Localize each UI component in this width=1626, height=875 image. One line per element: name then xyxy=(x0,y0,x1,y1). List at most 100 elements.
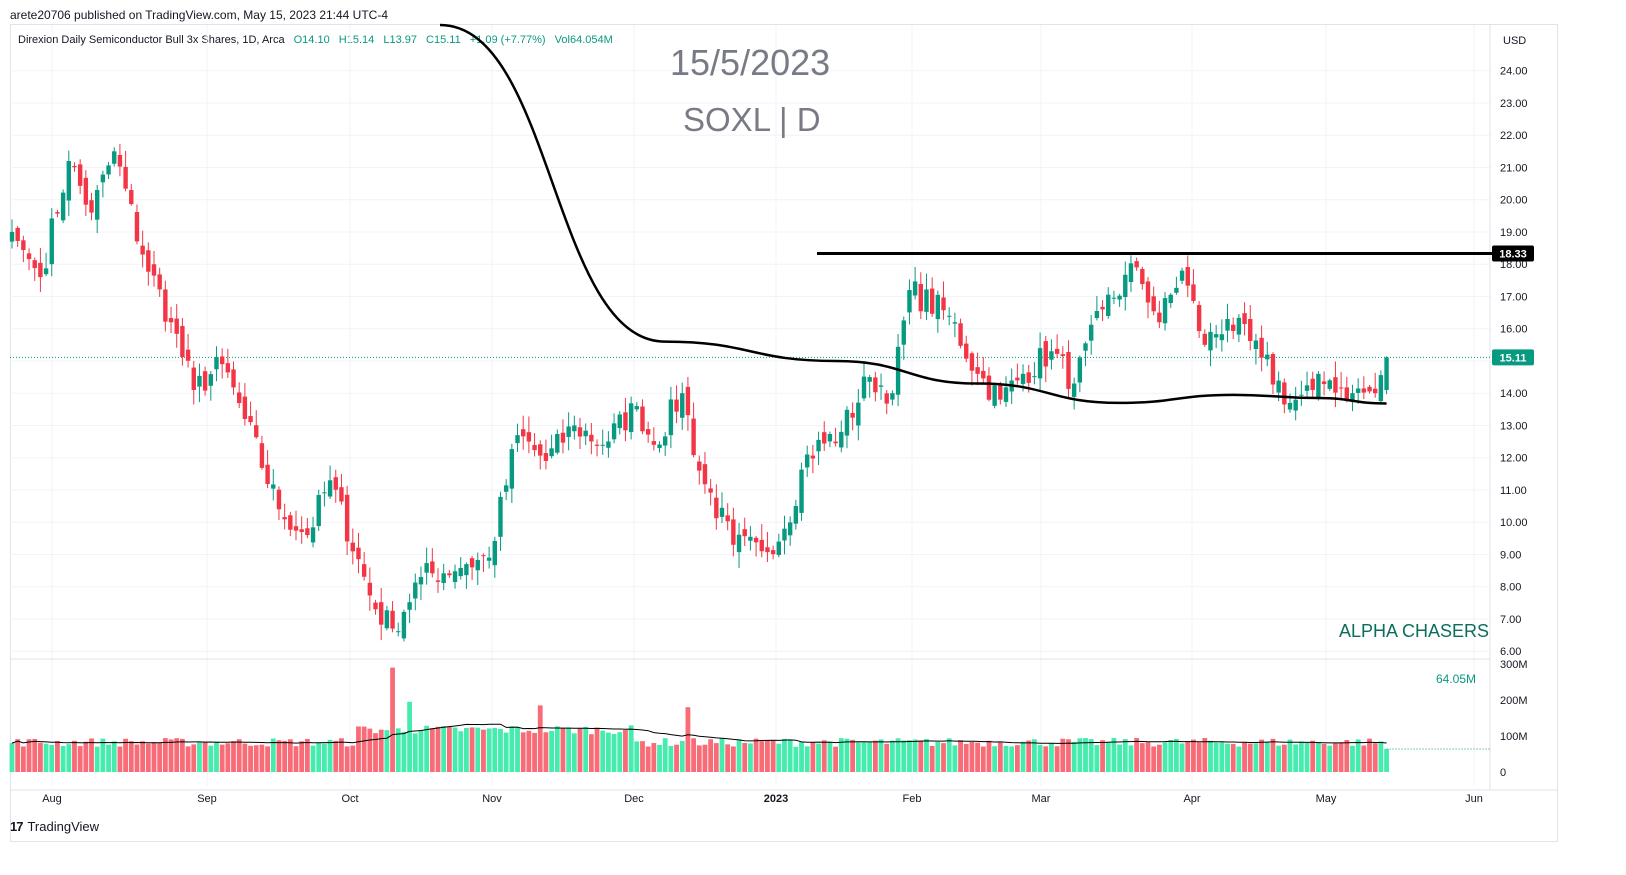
candle-up xyxy=(1117,295,1122,300)
volume-bar-down xyxy=(185,746,191,772)
volume-tick-label: 0 xyxy=(1500,767,1506,779)
volume-bar-up xyxy=(509,726,515,772)
candle-down xyxy=(981,370,986,379)
candle-down xyxy=(55,212,60,214)
ohlc-close: C15.11 xyxy=(426,34,461,46)
candle-up xyxy=(486,557,492,561)
volume-bar-down xyxy=(770,740,776,772)
candle-down xyxy=(225,363,231,373)
volume-bar-down xyxy=(674,744,679,772)
price-tick-label: 22.00 xyxy=(1500,130,1528,142)
candle-up xyxy=(441,573,446,584)
candle-down xyxy=(833,441,838,444)
price-tick-label: 6.00 xyxy=(1500,646,1521,658)
candle-down xyxy=(361,564,367,577)
volume-bar-up xyxy=(901,740,907,772)
volume-bar-up xyxy=(924,739,929,772)
candle-down xyxy=(822,432,827,444)
candle-down xyxy=(1140,268,1145,285)
volume-bar-down xyxy=(248,745,253,772)
volume-bar-down xyxy=(810,742,816,772)
volume-bar-down xyxy=(1361,745,1367,772)
candle-down xyxy=(140,245,145,255)
candle-down xyxy=(146,250,151,272)
volume-bar-down xyxy=(123,738,128,772)
volume-bar-down xyxy=(26,739,32,772)
volume-bar-up xyxy=(992,746,998,772)
candle-down xyxy=(918,283,923,312)
candle-up xyxy=(43,268,49,275)
volume-bar-up xyxy=(554,726,560,772)
candle-up xyxy=(572,425,577,432)
ohlc-open: O14.10 xyxy=(293,34,330,46)
candle-down xyxy=(708,488,713,493)
resistance-price-label: 18.33 xyxy=(1499,249,1527,261)
volume-bar-down xyxy=(702,744,708,772)
volume-bar-down xyxy=(1344,740,1350,772)
volume-bar-up xyxy=(628,725,634,772)
candle-up xyxy=(1089,324,1094,341)
volume-bar-up xyxy=(679,741,685,772)
volume-bar-down xyxy=(356,726,361,772)
volume-bar-up xyxy=(1009,746,1015,772)
candle-down xyxy=(1367,386,1372,392)
candle-down xyxy=(168,318,174,323)
candle-down xyxy=(1157,312,1162,323)
volume-bar-up xyxy=(1122,739,1128,772)
candle-down xyxy=(185,349,191,361)
symbol-name[interactable]: Direxion Daily Semiconductor Bull 3x Sha… xyxy=(18,34,285,46)
candle-down xyxy=(543,453,549,461)
candle-up xyxy=(413,582,418,599)
volume-bar-down xyxy=(997,742,1003,772)
volume-bar-down xyxy=(390,667,395,772)
price-axis-unit: USD xyxy=(1503,35,1526,47)
volume-bar-up xyxy=(890,740,895,772)
candle-up xyxy=(1287,402,1293,410)
volume-bar-down xyxy=(231,741,236,772)
candle-down xyxy=(623,412,628,431)
candle-down xyxy=(1026,372,1031,383)
candle-up xyxy=(878,385,884,387)
candle-up xyxy=(418,577,424,585)
volume-bar-up xyxy=(1253,743,1259,772)
volume-bar-down xyxy=(373,733,378,772)
candle-up xyxy=(492,540,497,566)
candle-down xyxy=(929,288,935,314)
candle-up xyxy=(912,281,918,296)
volume-bar-up xyxy=(549,730,554,772)
volume-bar-down xyxy=(1372,743,1378,772)
time-axis-label: Feb xyxy=(903,793,922,805)
candle-up xyxy=(907,290,912,313)
footer-brand: TradingView xyxy=(27,819,100,834)
volume-bar-down xyxy=(1270,738,1276,772)
volume-bar-down xyxy=(174,738,180,772)
candle-up xyxy=(1003,387,1009,402)
volume-value: Vol64.054M xyxy=(554,34,613,46)
candle-up xyxy=(628,403,634,433)
tradingview-footer[interactable]: 17 TradingView xyxy=(10,819,99,834)
volume-bar-down xyxy=(986,740,992,772)
volume-bar-down xyxy=(713,743,719,772)
candle-up xyxy=(719,507,725,517)
volume-bar-down xyxy=(1156,744,1162,772)
last-price-tag xyxy=(1492,349,1534,366)
volume-bar-up xyxy=(634,741,640,772)
volume-bar-down xyxy=(1151,746,1157,772)
volume-bar-up xyxy=(60,745,66,772)
volume-bar-down xyxy=(941,743,946,772)
candle-up xyxy=(1179,270,1185,281)
candle-up xyxy=(634,406,639,410)
candle-up xyxy=(890,393,895,400)
candle-down xyxy=(941,297,946,311)
candle-up xyxy=(1162,298,1168,324)
volume-bar-up xyxy=(1105,742,1111,772)
candle-down xyxy=(1333,377,1338,393)
volume-bar-up xyxy=(787,740,793,772)
volume-bar-up xyxy=(583,726,589,772)
price-tick-label: 9.00 xyxy=(1500,549,1521,561)
candle-up xyxy=(1213,334,1219,338)
candle-up xyxy=(606,441,611,448)
volume-bar-up xyxy=(952,745,958,772)
candle-up xyxy=(617,414,622,429)
